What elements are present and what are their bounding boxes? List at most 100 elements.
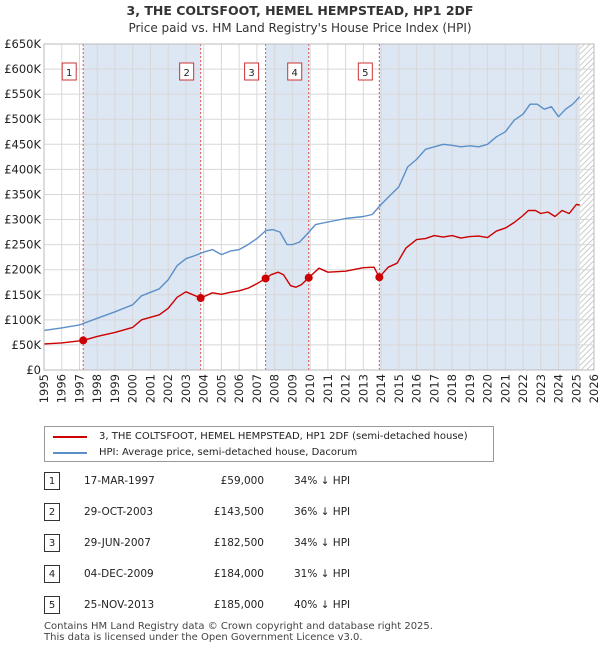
- sale-points: [79, 273, 384, 345]
- sale-number: 3: [44, 534, 60, 552]
- x-tick-label: 1997: [72, 374, 86, 403]
- axes: £0 £50K £100K £150K £200K £250K £300K £350K £400…: [4, 37, 600, 403]
- x-tick-label: 2011: [321, 374, 335, 403]
- x-tick-label: 2003: [179, 374, 193, 403]
- sale-label-number: 2: [183, 68, 189, 79]
- x-tick-label: 2007: [250, 374, 264, 403]
- x-tick-label: 2022: [516, 374, 530, 403]
- table-row: 1 17-MAR-1997 £59,000 34% ↓ HPI: [44, 472, 444, 492]
- legend-label-price: 3, THE COLTSFOOT, HEMEL HEMPSTEAD, HP1 2…: [99, 431, 468, 442]
- y-tick-label: £600K: [4, 62, 41, 76]
- y-tick-label: £500K: [4, 112, 41, 126]
- ownership-period-shade: [379, 44, 580, 370]
- x-tick-label: 2026: [587, 374, 600, 403]
- sale-hpi-diff: 36% ↓ HPI: [294, 506, 351, 518]
- x-tick-label: 2013: [356, 374, 370, 403]
- y-tick-label: £400K: [4, 162, 41, 176]
- x-tick-label: 2021: [498, 374, 512, 403]
- price-paid-line: [43, 203, 580, 345]
- sale-hpi-diff: 34% ↓ HPI: [294, 537, 351, 549]
- y-tick-label: £200K: [4, 263, 41, 277]
- footer-notice: Contains HM Land Registry data © Crown c…: [44, 621, 433, 643]
- legend: 3, THE COLTSFOOT, HEMEL HEMPSTEAD, HP1 2…: [44, 426, 494, 462]
- sale-label-boxes: 1 2 3 4 5: [61, 62, 373, 81]
- sale-price: £143,500: [213, 506, 264, 518]
- sale-point: [261, 274, 270, 283]
- y-tick-label: £650K: [4, 37, 41, 51]
- sale-number: 1: [44, 472, 60, 490]
- sale-price: £184,000: [213, 568, 264, 580]
- x-tick-label: 1995: [37, 374, 51, 403]
- ownership-period-shade: [265, 44, 309, 370]
- x-tick-label: 2016: [410, 374, 424, 403]
- future-hatch: [579, 44, 594, 370]
- sale-number: 2: [44, 503, 60, 521]
- sale-point: [304, 273, 313, 282]
- series-lines: [43, 96, 581, 345]
- sale-label-box: [287, 62, 303, 81]
- shaded-periods: [44, 44, 594, 370]
- y-tick-label: £50K: [12, 338, 42, 352]
- sale-label-box: [357, 62, 373, 81]
- y-tick-label: £250K: [4, 238, 41, 252]
- x-tick-label: 2019: [463, 374, 477, 403]
- x-tick-label: 2002: [161, 374, 175, 403]
- x-tick-label: 2025: [569, 374, 583, 403]
- x-tick-label: 2020: [481, 374, 495, 403]
- sale-label-number: 5: [362, 68, 368, 79]
- sale-date: 17-MAR-1997: [84, 475, 155, 487]
- sale-point: [79, 336, 88, 345]
- x-tick-label: 2010: [303, 374, 317, 403]
- ownership-period-shade: [83, 44, 201, 370]
- chart-title: 3, THE COLTSFOOT, HEMEL HEMPSTEAD, HP1 2…: [126, 3, 474, 18]
- x-tick-label: 2024: [552, 374, 566, 403]
- x-tick-label: 2012: [339, 374, 353, 403]
- plot-border: [43, 43, 595, 371]
- sale-label-number: 3: [248, 68, 254, 79]
- sale-price: £185,000: [213, 599, 264, 611]
- sale-hpi-diff: 31% ↓ HPI: [294, 568, 351, 580]
- sale-point: [196, 294, 205, 303]
- y-tick-label: £0: [26, 363, 41, 377]
- x-tick-label: 2001: [143, 374, 157, 403]
- sale-hpi-diff: 34% ↓ HPI: [294, 475, 351, 487]
- sale-date: 29-OCT-2003: [84, 506, 153, 518]
- sale-label-number: 1: [66, 68, 72, 79]
- x-tick-label: 2000: [126, 374, 140, 403]
- sale-label-box: [179, 62, 195, 81]
- y-tick-label: £150K: [4, 288, 41, 302]
- x-tick-label: 2004: [197, 374, 211, 403]
- sale-date: 25-NOV-2013: [84, 599, 155, 611]
- sale-date: 04-DEC-2009: [84, 568, 154, 580]
- sale-number: 5: [44, 596, 60, 614]
- sale-label-number: 4: [292, 68, 298, 79]
- sale-date: 29-JUN-2007: [84, 537, 151, 549]
- table-row: 3 29-JUN-2007 £182,500 34% ↓ HPI: [44, 534, 444, 554]
- sale-hpi-diff: 40% ↓ HPI: [294, 599, 351, 611]
- sale-number: 4: [44, 565, 60, 583]
- x-tick-label: 2018: [445, 374, 459, 403]
- sale-point: [375, 273, 384, 282]
- x-tick-label: 1998: [90, 374, 104, 403]
- footer-copyright: Contains HM Land Registry data © Crown c…: [44, 621, 433, 632]
- legend-swatch-price: [53, 436, 87, 438]
- y-tick-label: £350K: [4, 187, 41, 201]
- legend-swatch-hpi: [53, 452, 87, 454]
- x-tick-label: 2005: [214, 374, 228, 403]
- sale-price: £59,000: [220, 475, 264, 487]
- x-tick-label: 2006: [232, 374, 246, 403]
- legend-label-hpi: HPI: Average price, semi-detached house,…: [99, 447, 358, 458]
- x-tick-label: 2014: [374, 374, 388, 403]
- y-tick-label: £450K: [4, 137, 41, 151]
- x-tick-label: 1996: [55, 374, 69, 403]
- table-row: 4 04-DEC-2009 £184,000 31% ↓ HPI: [44, 565, 444, 585]
- x-tick-label: 2009: [285, 374, 299, 403]
- table-row: 2 29-OCT-2003 £143,500 36% ↓ HPI: [44, 503, 444, 523]
- x-tick-label: 2008: [268, 374, 282, 403]
- sale-label-box: [244, 62, 260, 81]
- x-tick-label: 2017: [427, 374, 441, 403]
- hpi-line: [43, 96, 581, 332]
- price-chart: 1 2 3 4 5 £0 £50K £100K £150K £200K £250K £300K £35…: [4, 37, 600, 403]
- y-tick-label: £100K: [4, 313, 41, 327]
- chart-subtitle: Price paid vs. HM Land Registry's House …: [128, 21, 472, 35]
